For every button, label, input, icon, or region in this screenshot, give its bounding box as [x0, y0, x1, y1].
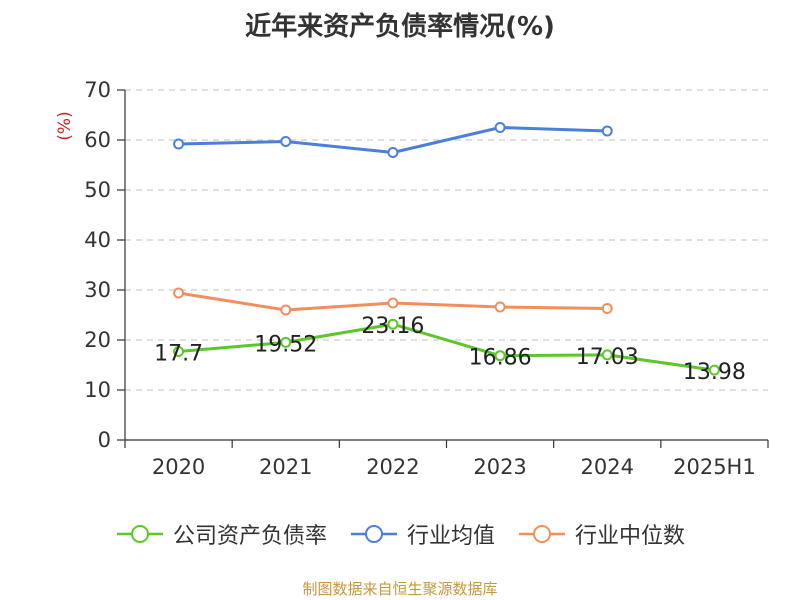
y-tick-label: 0 — [98, 428, 111, 452]
data-point-0 — [387, 318, 399, 330]
data-point-0 — [494, 350, 506, 362]
y-tick-label: 30 — [84, 278, 111, 302]
data-point-1 — [601, 125, 613, 137]
data-point-2 — [601, 303, 613, 314]
data-point-1 — [494, 122, 506, 133]
legend-swatch-industry-mean — [350, 525, 397, 543]
x-tick-label: 2024 — [581, 455, 634, 479]
data-point-0 — [173, 346, 185, 357]
data-source-footer: 制图数据来自恒生聚源数据库 — [302, 580, 498, 598]
legend-swatch-industry-median — [519, 525, 565, 543]
legend-label-company: 公司资产负债率 — [172, 524, 327, 549]
data-point-1 — [387, 147, 399, 158]
data-point-2 — [173, 287, 185, 299]
data-label: 17.7 — [154, 342, 203, 367]
y-tick-label: 60 — [84, 128, 111, 152]
x-tick-label: 2023 — [473, 455, 526, 479]
data-point-0 — [601, 349, 613, 361]
data-point-1 — [173, 138, 185, 150]
data-point-2 — [387, 297, 399, 309]
y-tick-label: 40 — [84, 228, 111, 252]
x-tick-label: 2025H1 — [673, 455, 756, 479]
data-point-0 — [280, 336, 292, 348]
data-label: 19.52 — [254, 332, 317, 357]
data-point-2 — [280, 304, 292, 316]
data-label: 23.16 — [361, 314, 424, 339]
y-tick-label: 20 — [84, 328, 111, 352]
y-tick-label: 50 — [84, 178, 111, 202]
legend-label-industry-median: 行业中位数 — [575, 524, 686, 549]
legend-swatch-company — [116, 525, 163, 543]
data-label: 13.98 — [683, 360, 746, 385]
legend-item-industry-mean[interactable]: 行业均值 — [349, 518, 495, 550]
x-tick-label: 2022 — [366, 455, 419, 479]
y-tick-label: 70 — [84, 78, 111, 102]
legend-item-industry-median[interactable]: 行业中位数 — [517, 518, 685, 550]
data-label: 17.03 — [576, 345, 639, 370]
data-label: 16.86 — [469, 346, 532, 371]
data-point-0 — [708, 364, 720, 376]
x-tick-label: 2020 — [152, 455, 205, 479]
chart-title: 近年来资产负债率情况(%) — [245, 12, 555, 42]
chart-legend: 公司资产负债率 行业均值 行业中位数 — [0, 518, 800, 550]
series-line-0 — [178, 322, 715, 372]
x-tick-label: 2021 — [259, 455, 312, 479]
data-point-1 — [280, 136, 292, 147]
legend-item-company[interactable]: 公司资产负债率 — [115, 518, 327, 550]
legend-label-industry-mean: 行业均值 — [406, 524, 495, 549]
y-tick-label: 10 — [84, 378, 111, 402]
data-point-2 — [494, 301, 506, 313]
y-axis-label: (%) — [55, 111, 75, 140]
